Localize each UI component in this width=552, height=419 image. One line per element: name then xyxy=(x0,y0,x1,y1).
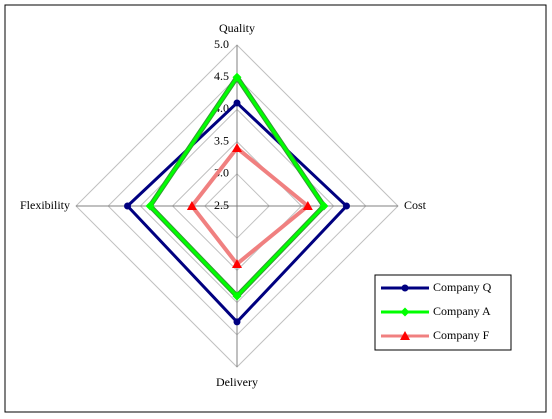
legend-label: Company F xyxy=(433,328,490,342)
chart-frame xyxy=(4,4,547,413)
legend-label: Company Q xyxy=(433,280,492,294)
axis-label: Flexibility xyxy=(20,198,70,212)
data-point xyxy=(124,202,132,210)
axis-label: Cost xyxy=(404,198,427,212)
data-point xyxy=(232,143,242,153)
tick-label: 4.5 xyxy=(214,69,229,83)
data-point xyxy=(232,72,242,82)
data-point xyxy=(302,201,313,210)
data-point xyxy=(186,201,197,210)
tick-label: 3.5 xyxy=(214,133,229,147)
data-point xyxy=(319,201,329,211)
data-point xyxy=(233,99,241,107)
axis-label: Delivery xyxy=(216,375,258,389)
data-point xyxy=(233,318,241,326)
data-point xyxy=(232,258,242,268)
data-point xyxy=(145,201,155,211)
legend-label: Company A xyxy=(433,304,491,318)
axis-label: Quality xyxy=(219,21,255,35)
legend-marker xyxy=(401,284,409,292)
tick-label: 2.5 xyxy=(214,198,229,212)
data-point xyxy=(232,291,242,301)
data-point xyxy=(342,202,350,210)
tick-label: 5.0 xyxy=(214,37,229,51)
tick-label: 3.0 xyxy=(214,166,229,180)
legend-marker xyxy=(400,307,410,317)
legend-marker xyxy=(400,331,410,340)
